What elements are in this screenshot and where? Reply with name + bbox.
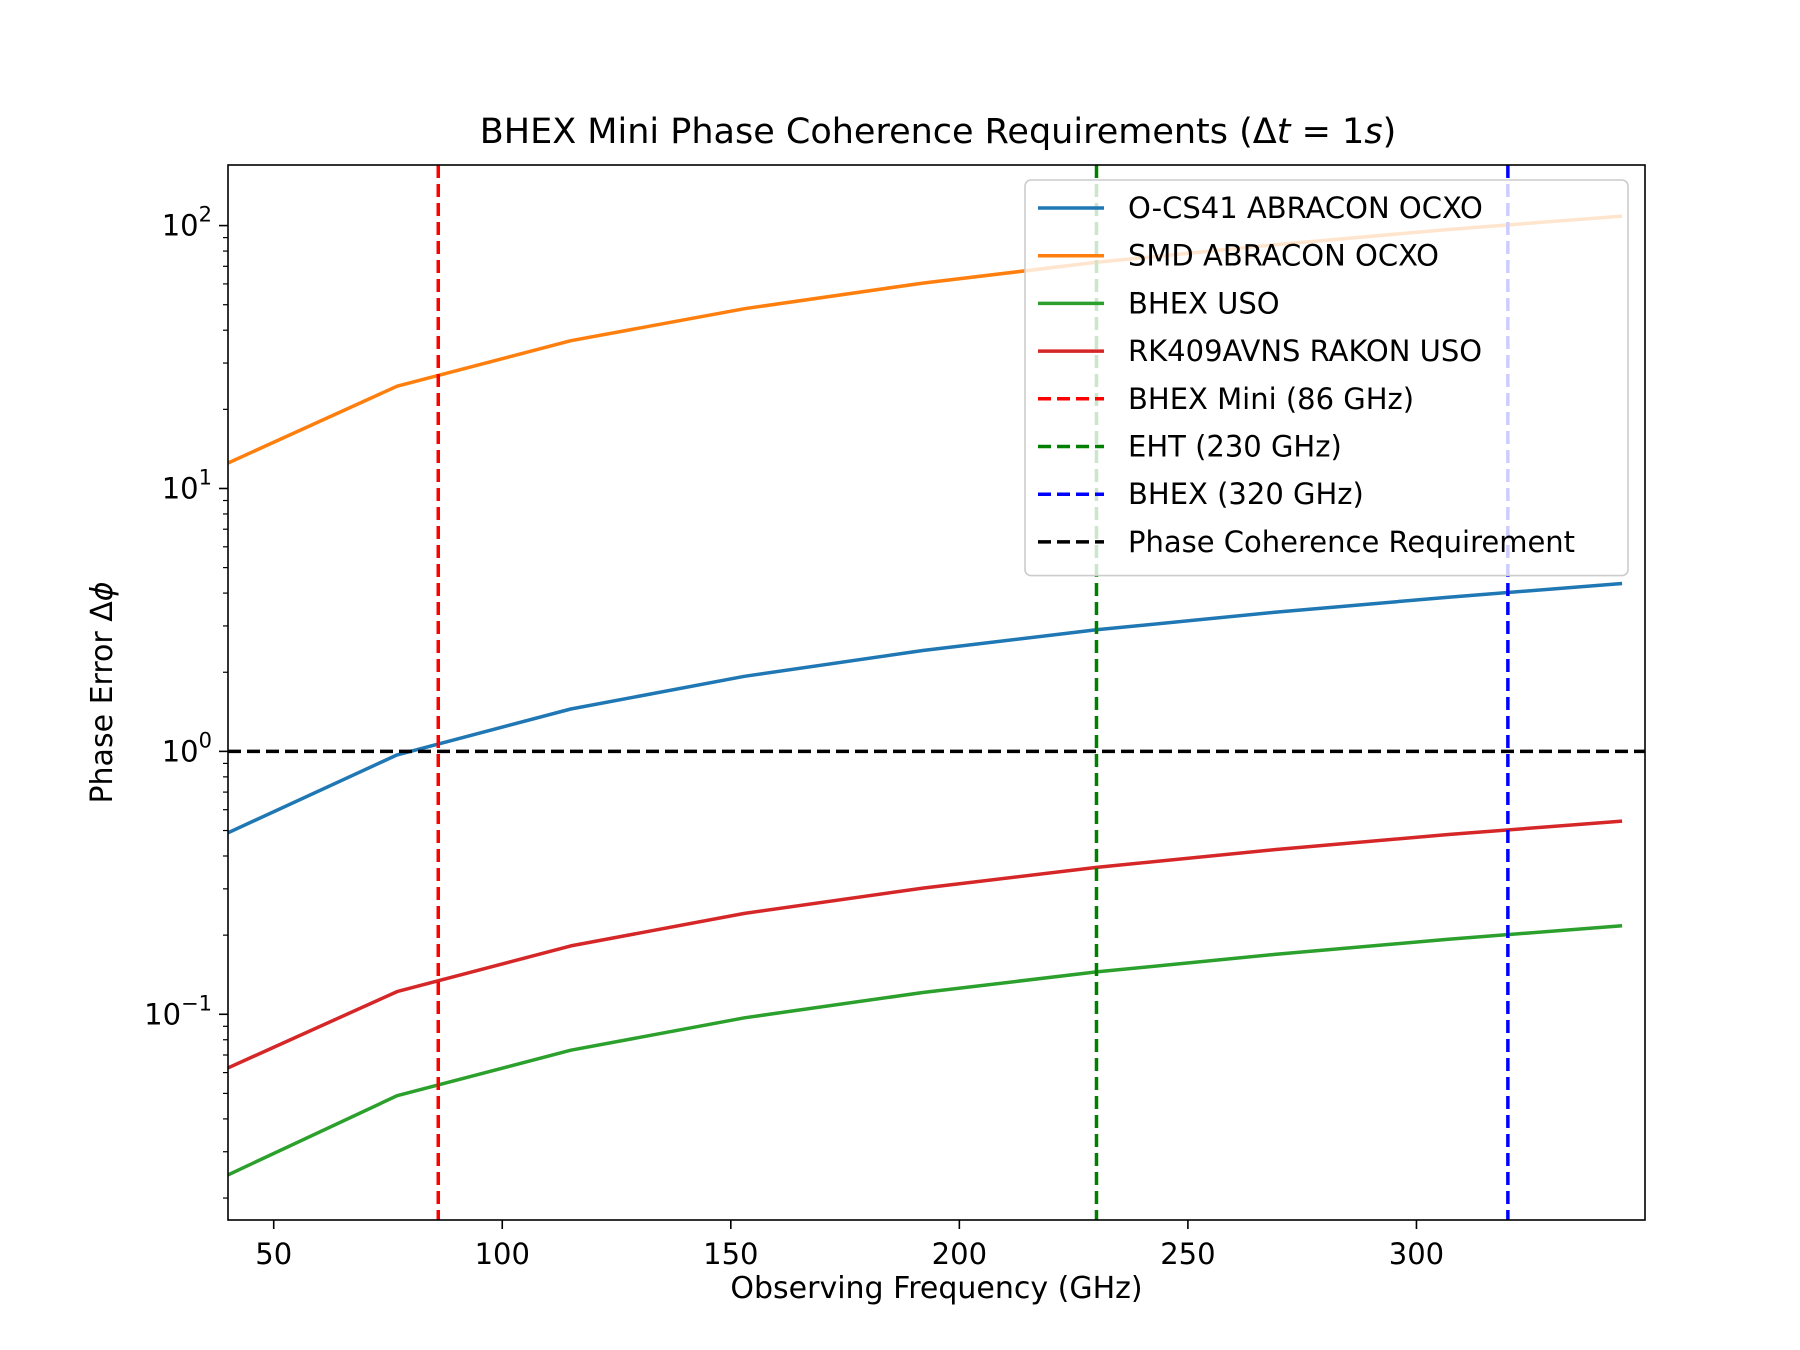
legend-label: EHT (230 GHz) [1128, 430, 1342, 464]
x-tick-label: 50 [255, 1237, 292, 1271]
y-axis: 10−1 100 101 102 [144, 203, 228, 1199]
series-line-4 [228, 819, 1623, 1070]
x-tick-label: 200 [932, 1237, 987, 1271]
chart-title: BHEX Mini Phase Coherence Requirements (… [480, 112, 1397, 152]
series-line-3 [228, 924, 1623, 1177]
y-axis-label: Phase Error Δϕ [85, 581, 120, 803]
x-tick-label: 150 [703, 1237, 758, 1271]
legend-label: RK409AVNS RAKON USO [1128, 334, 1482, 368]
series-line-1 [228, 581, 1623, 835]
x-tick-label: 250 [1160, 1237, 1215, 1271]
x-tick-label: 300 [1389, 1237, 1444, 1271]
y-tick-label: 101 [162, 465, 212, 505]
legend-label: BHEX Mini (86 GHz) [1128, 382, 1414, 416]
legend-label: O-CS41 ABRACON OCXO [1128, 191, 1483, 225]
legend-label: Phase Coherence Requirement [1128, 525, 1575, 559]
x-axis-label: Observing Frequency (GHz) [730, 1271, 1142, 1306]
legend: O-CS41 ABRACON OCXO SMD ABRACON OCXO BHEX … [1024, 179, 1629, 577]
x-axis: 50 100 150 200 250 300 [255, 1220, 1444, 1271]
y-tick-label: 100 [162, 728, 212, 768]
x-tick-label: 100 [475, 1237, 530, 1271]
legend-label: SMD ABRACON OCXO [1128, 239, 1439, 273]
legend-label: BHEX USO [1128, 286, 1280, 320]
y-tick-label: 102 [162, 203, 212, 243]
legend-box [1024, 179, 1629, 577]
axes-frame [227, 164, 1646, 1221]
y-tick-label: 10−1 [144, 991, 212, 1031]
legend-label: BHEX (320 GHz) [1128, 477, 1364, 511]
